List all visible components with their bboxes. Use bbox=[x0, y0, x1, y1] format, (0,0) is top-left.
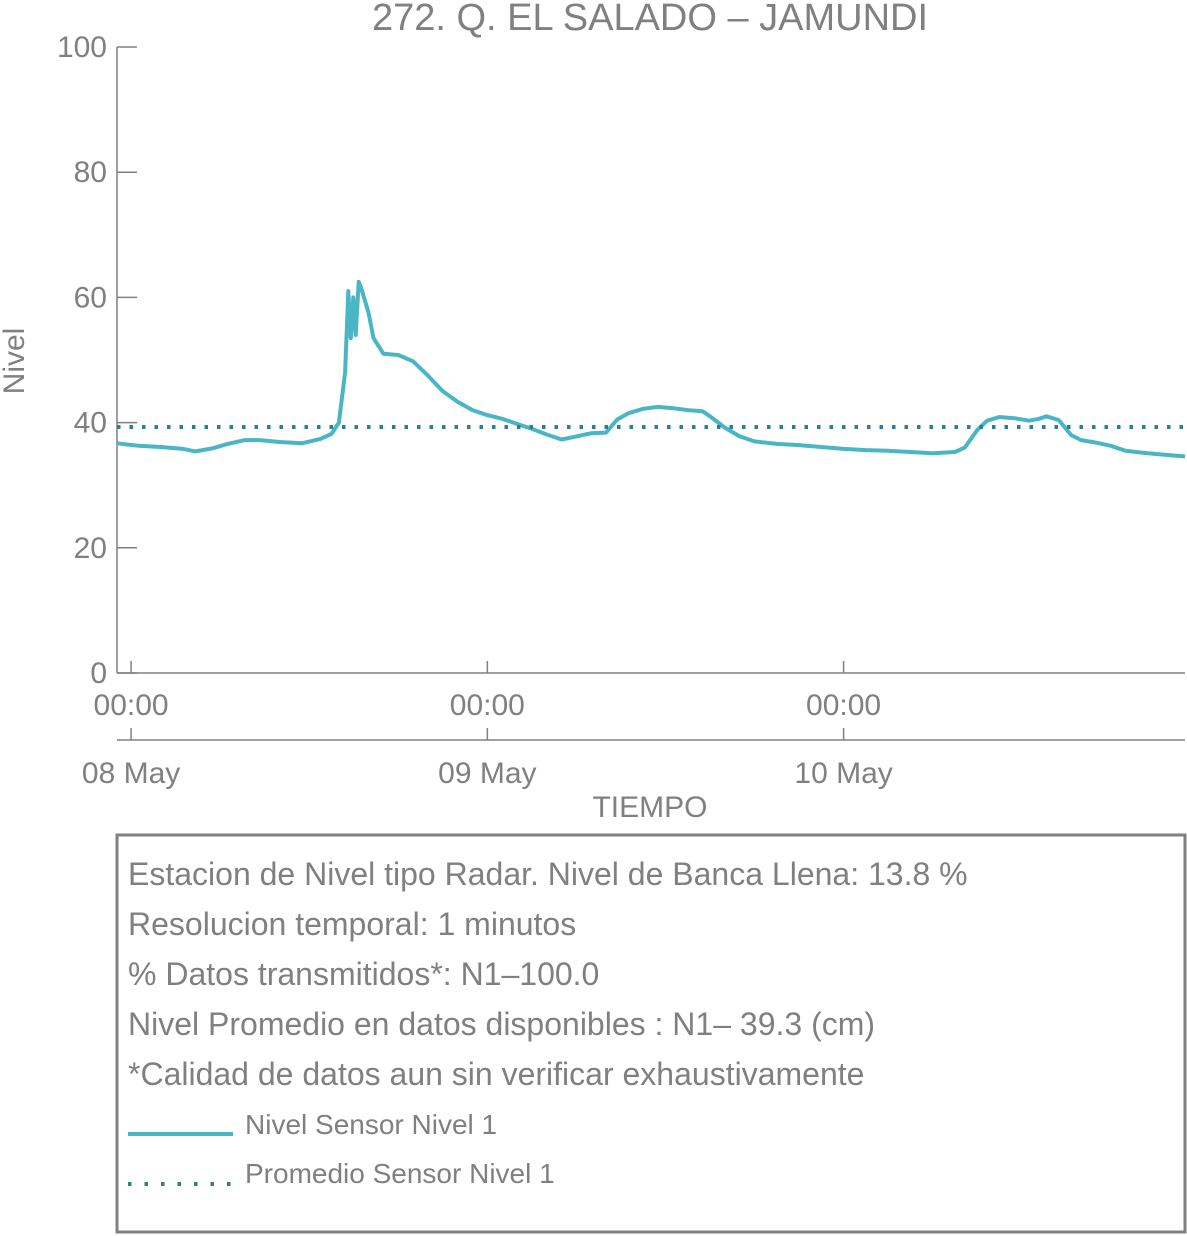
y-tick-label: 80 bbox=[74, 156, 107, 189]
date-tick-label: 08 May bbox=[82, 757, 180, 790]
y-ticks: 0 20 40 60 80 100 bbox=[57, 31, 137, 690]
legend-label: Nivel Sensor Nivel 1 bbox=[245, 1109, 497, 1140]
y-tick-label: 100 bbox=[57, 31, 107, 64]
y-tick-label: 40 bbox=[74, 407, 107, 440]
x-tick-label: 00:00 bbox=[94, 689, 169, 722]
x-ticks: 00:00 08 May 00:00 09 May 00:00 10 May bbox=[82, 661, 893, 790]
y-tick-label: 20 bbox=[74, 532, 107, 565]
x-axis-label: TIEMPO bbox=[592, 791, 707, 824]
info-box bbox=[115, 833, 1187, 1234]
legend: Nivel Sensor Nivel 1 Promedio Sensor Nive… bbox=[128, 1109, 555, 1189]
info-line: % Datos transmitidos*: N1–100.0 bbox=[128, 956, 599, 992]
series-group bbox=[116, 279, 1186, 459]
y-tick-label: 0 bbox=[90, 657, 107, 690]
date-tick-label: 10 May bbox=[794, 757, 892, 790]
info-lines: Estacion de Nivel tipo Radar. Nivel de B… bbox=[128, 856, 968, 1092]
info-line: *Calidad de datos aun sin verificar exha… bbox=[128, 1056, 864, 1092]
legend-label: Promedio Sensor Nivel 1 bbox=[245, 1158, 555, 1189]
series-level-line bbox=[116, 279, 1186, 459]
info-line: Nivel Promedio en datos disponibles : N1… bbox=[128, 1006, 875, 1042]
x-tick-label: 00:00 bbox=[806, 689, 881, 722]
date-tick-label: 09 May bbox=[438, 757, 536, 790]
info-line: Estacion de Nivel tipo Radar. Nivel de B… bbox=[128, 856, 968, 892]
x-tick-label: 00:00 bbox=[450, 689, 525, 722]
chart-title: 272. Q. EL SALADO – JAMUNDI bbox=[372, 0, 928, 39]
info-line: Resolucion temporal: 1 minutos bbox=[128, 906, 576, 942]
y-axis-label: Nivel bbox=[0, 328, 31, 395]
y-tick-label: 60 bbox=[74, 281, 107, 314]
